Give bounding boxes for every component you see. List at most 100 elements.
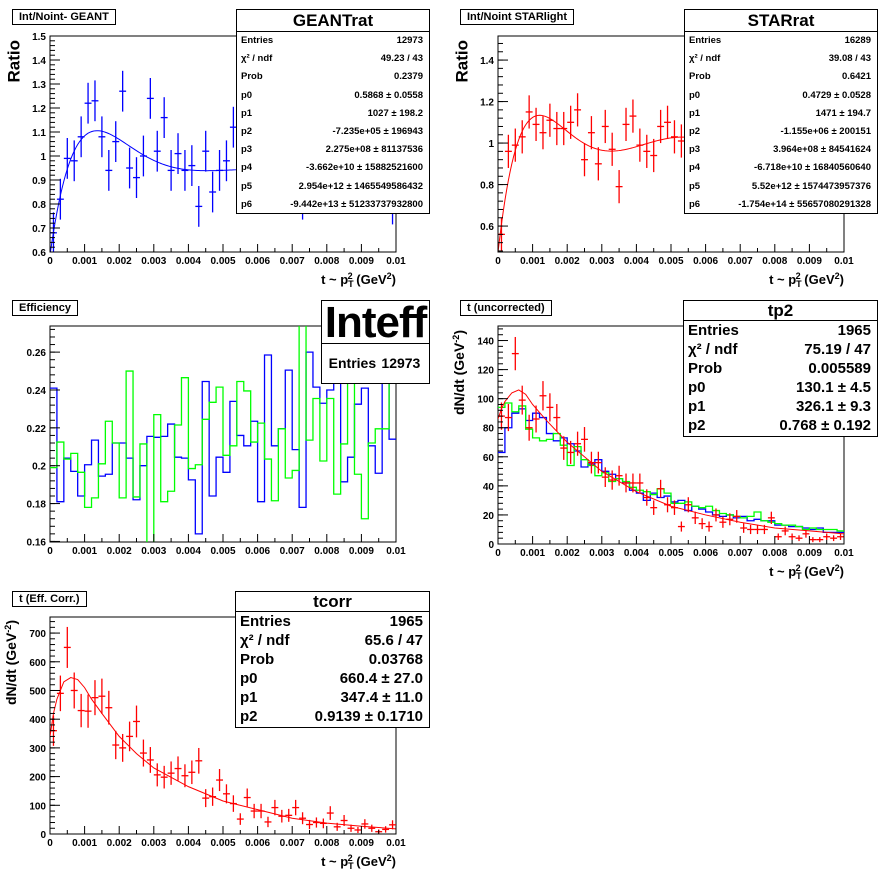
- data-point: [160, 765, 168, 789]
- ylabel-sup: -2: [451, 334, 461, 343]
- data-point: [781, 526, 789, 536]
- stats-value: 0.9139 ± 0.1710: [314, 708, 423, 725]
- y-tick-label: 0.24: [27, 386, 47, 397]
- data-point: [650, 138, 658, 173]
- stats-value: -3.662e+10 ± 15882521600: [306, 162, 423, 174]
- stats-label: p2: [688, 417, 706, 434]
- data-point: [188, 145, 196, 186]
- data-point: [91, 80, 99, 122]
- data-point: [733, 510, 741, 523]
- stats-label: p0: [241, 89, 253, 101]
- histogram-green: [498, 402, 844, 532]
- x-tick-label: 0.004: [176, 256, 201, 267]
- data-point: [830, 535, 838, 542]
- xlabel-sub: T: [796, 571, 802, 581]
- xlabel-unit: (GeV: [352, 854, 387, 869]
- stats-value: -1.754e+14 ± 55657080291328: [738, 198, 871, 210]
- stats-label: p0: [240, 670, 258, 687]
- stats-value: 65.6 / 47: [364, 632, 423, 649]
- stats-box-tcorr: tcorr Entries 1965 χ² / ndf 65.6 / 47 Prob 0.0…: [235, 591, 430, 728]
- x-tick-label: 0.005: [658, 256, 683, 267]
- data-point: [119, 733, 127, 762]
- x-tick-label: 0.004: [624, 256, 649, 267]
- data-point: [712, 508, 720, 522]
- stats-label: Prob: [240, 651, 275, 668]
- y-tick-label: 1.2: [32, 104, 46, 115]
- y-tick-label: 140: [477, 337, 494, 348]
- stats-row: p1 326.1 ± 9.3: [684, 397, 877, 416]
- xlabel-sub: T: [348, 279, 354, 289]
- stats-row: p4 -6.718e+10 ± 16840560640: [685, 159, 877, 177]
- stats-value: -6.718e+10 ± 16840560640: [754, 162, 871, 174]
- x-tick-label: 0.006: [693, 256, 718, 267]
- x-tick-label: 0.008: [314, 256, 339, 267]
- x-tick-label: 0.005: [210, 256, 235, 267]
- data-point: [615, 465, 623, 486]
- x-tick-label: 0.004: [176, 546, 201, 557]
- data-point: [539, 116, 547, 150]
- stats-row: Entries 12973: [237, 32, 429, 50]
- stats-value: 347.4 ± 11.0: [340, 689, 423, 706]
- data-point: [525, 414, 533, 441]
- x-tick-label: 0.008: [762, 548, 787, 559]
- y-tick-label: 0.8: [32, 200, 46, 211]
- x-tick-label: 0.001: [520, 256, 545, 267]
- data-point: [525, 95, 533, 129]
- stats-label: χ² / ndf: [689, 53, 721, 65]
- data-point: [146, 78, 154, 119]
- x-tick-label: 0.003: [141, 256, 166, 267]
- y-tick-label: 100: [477, 395, 494, 406]
- data-point: [532, 405, 540, 433]
- x-tick-label: 0.008: [314, 546, 339, 557]
- y-tick-label: 0.6: [480, 222, 494, 233]
- data-point: [504, 404, 512, 432]
- xlabel-close: ): [391, 854, 396, 869]
- stats-value: 0.03768: [368, 651, 423, 668]
- stats-row: p0 660.4 ± 27.0: [236, 669, 429, 688]
- data-point: [622, 107, 630, 141]
- x-tick-label: 0.001: [72, 838, 97, 849]
- stats-value: 660.4 ± 27.0: [339, 670, 423, 687]
- stats-title: tcorr: [236, 592, 429, 612]
- data-point: [181, 150, 189, 191]
- x-tick-label: 0.002: [107, 838, 132, 849]
- data-point: [698, 518, 706, 530]
- stats-row: χ² / ndf 49.23 / 43: [237, 50, 429, 68]
- data-point: [105, 150, 113, 191]
- data-point: [174, 756, 182, 781]
- data-point: [643, 134, 651, 168]
- data-point: [326, 806, 334, 820]
- stats-value: 0.6421: [841, 71, 871, 83]
- xlabel-sub: T: [348, 861, 354, 871]
- stats-row: χ² / ndf 75.19 / 47: [684, 340, 877, 359]
- data-point: [774, 533, 782, 540]
- data-point: [705, 521, 713, 532]
- data-point: [77, 693, 85, 728]
- x-tick-label: 0.01: [834, 548, 854, 559]
- data-point: [209, 171, 217, 213]
- xlabel-unit: (GeV: [800, 564, 835, 579]
- stats-label: Entries: [688, 322, 739, 339]
- stats-row: Prob 0.2379: [237, 68, 429, 86]
- data-point: [105, 690, 113, 725]
- x-tick-label: 0.003: [589, 548, 614, 559]
- x-tick-label: 0.003: [589, 256, 614, 267]
- stats-row: p6 -9.442e+13 ± 51233737932800: [237, 196, 429, 213]
- data-point: [285, 808, 293, 822]
- xlabel-main: t ~ p: [321, 272, 349, 287]
- data-point: [615, 170, 623, 204]
- xlabel-sup: 2: [795, 563, 801, 573]
- data-point: [504, 134, 512, 168]
- data-point: [56, 675, 64, 712]
- stats-row: p3 2.275e+08 ± 81137536: [237, 141, 429, 159]
- data-point: [664, 105, 671, 139]
- stats-box-tp2: tp2 Entries 1965 χ² / ndf 75.19 / 47 Prob 0.00…: [683, 300, 878, 437]
- y-tick-label: 0.2: [32, 462, 46, 473]
- xlabel-close: ): [391, 272, 396, 287]
- data-point: [139, 739, 147, 767]
- stats-row: Entries 1965: [684, 321, 877, 340]
- y-axis-label: Ratio: [4, 40, 24, 83]
- stats-value: 0.2379: [393, 71, 423, 83]
- stats-label: p1: [240, 689, 258, 706]
- fit-curve: [498, 389, 844, 535]
